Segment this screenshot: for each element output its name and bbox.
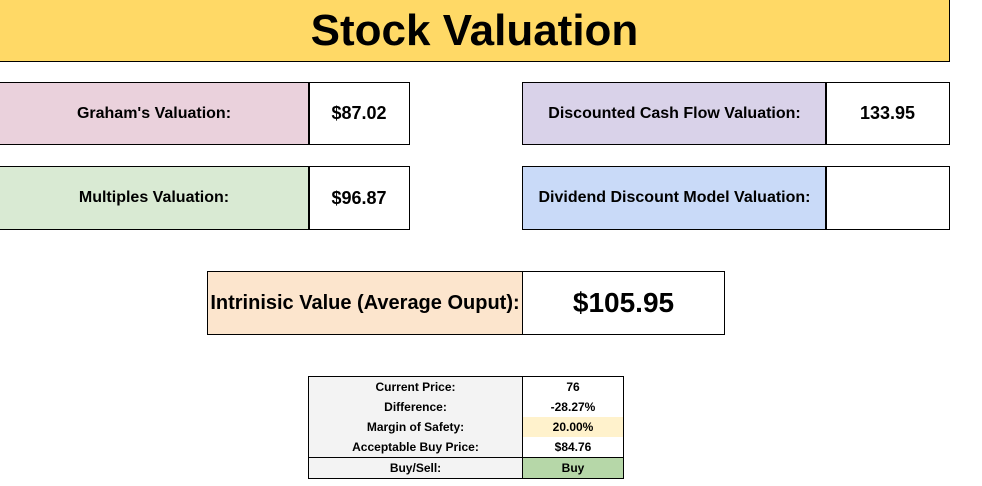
table-row: Current Price: 76 (308, 376, 624, 397)
graham-label: Graham's Valuation: (76, 104, 232, 122)
difference-value[interactable]: -28.27% (522, 397, 624, 417)
multiples-label: Multiples Valuation: (78, 189, 230, 206)
difference-label[interactable]: Difference: (308, 397, 523, 417)
dcf-label-cell[interactable]: Discounted Cash Flow Valuation: (522, 82, 827, 145)
title-cell[interactable]: Stock Valuation (0, 0, 950, 62)
summary-table: Current Price: 76 Difference: -28.27% Ma… (308, 376, 624, 479)
intrinsic-label-cell[interactable]: Intrinisic Value (Average Ouput): (207, 271, 523, 335)
table-row: Margin of Safety: 20.00% (308, 417, 624, 437)
multiples-label-cell[interactable]: Multiples Valuation: (0, 166, 310, 230)
multiples-value-cell[interactable]: $96.87 (308, 166, 410, 230)
dcf-label: Discounted Cash Flow Valuation: (548, 104, 801, 122)
margin-of-safety-value[interactable]: 20.00% (522, 417, 624, 437)
intrinsic-value: $105.95 (572, 287, 675, 318)
ddm-label-cell[interactable]: Dividend Discount Model Valuation: (522, 166, 827, 230)
page-title: Stock Valuation (310, 5, 639, 55)
multiples-value: $96.87 (331, 187, 387, 208)
current-price-value[interactable]: 76 (522, 376, 624, 397)
buy-sell-label[interactable]: Buy/Sell: (308, 457, 523, 479)
margin-of-safety-label[interactable]: Margin of Safety: (308, 417, 523, 437)
acceptable-buy-price-value[interactable]: $84.76 (522, 437, 624, 458)
intrinsic-value-cell[interactable]: $105.95 (522, 271, 725, 335)
ddm-value-cell[interactable] (825, 166, 950, 230)
acceptable-buy-price-label[interactable]: Acceptable Buy Price: (308, 437, 523, 458)
intrinsic-label: Intrinisic Value (Average Ouput): (210, 291, 520, 314)
dcf-value-cell[interactable]: 133.95 (825, 82, 950, 145)
table-row: Acceptable Buy Price: $84.76 (308, 437, 624, 458)
ddm-label: Dividend Discount Model Valuation: (538, 189, 811, 206)
table-row: Difference: -28.27% (308, 397, 624, 417)
graham-value: $87.02 (331, 103, 387, 123)
current-price-label[interactable]: Current Price: (308, 376, 523, 397)
graham-label-cell[interactable]: Graham's Valuation: (0, 82, 310, 145)
dcf-value: 133.95 (859, 103, 916, 123)
buy-sell-value[interactable]: Buy (522, 457, 624, 479)
table-row: Buy/Sell: Buy (308, 457, 624, 479)
graham-value-cell[interactable]: $87.02 (308, 82, 410, 145)
